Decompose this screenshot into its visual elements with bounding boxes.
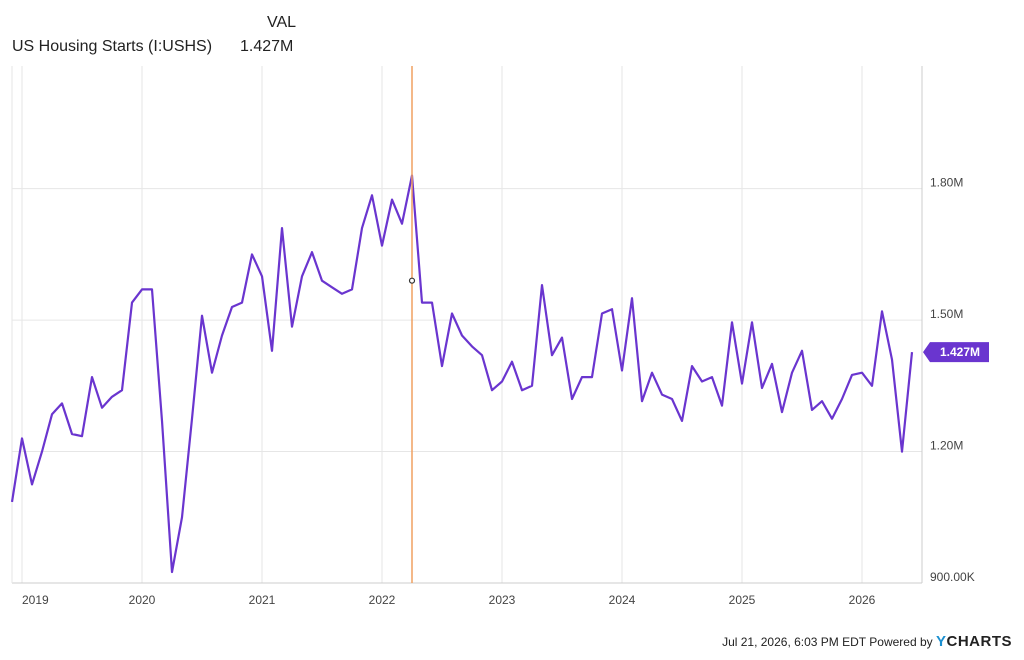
y-tick-label: 1.50M <box>930 307 963 321</box>
last-value-flag <box>923 342 989 363</box>
x-tick-label: 2021 <box>249 593 276 607</box>
footer-powered-by: Powered by <box>869 635 933 649</box>
x-tick-label: 2025 <box>729 593 756 607</box>
x-tick-label: 2020 <box>129 593 156 607</box>
footer-timestamp: Jul 21, 2026, 6:03 PM EDT <box>722 635 866 649</box>
grid-lines <box>12 66 922 583</box>
ycharts-logo[interactable]: YCHARTS <box>936 633 1012 650</box>
tick-labels: 2019 2020 2021 2022 2023 2024 2025 2026 900.00K 1… <box>22 176 989 607</box>
ycharts-logo-mark: Y <box>935 633 947 650</box>
x-tick-label: 2024 <box>609 593 636 607</box>
x-tick-label: 2022 <box>369 593 396 607</box>
footer: Jul 21, 2026, 6:03 PM EDT Powered by YCH… <box>722 633 1012 650</box>
legend-column-header: VAL <box>267 14 297 31</box>
x-tick-label: 2019 <box>22 593 49 607</box>
legend-series-name[interactable]: US Housing Starts (I:USHS) <box>12 38 213 55</box>
series-line[interactable] <box>10 174 914 574</box>
y-tick-label: 1.80M <box>930 176 963 190</box>
x-tick-label: 2023 <box>489 593 516 607</box>
y-tick-label: 1.20M <box>930 439 963 453</box>
cursor-marker <box>408 277 416 284</box>
cursor-layer <box>408 66 416 583</box>
x-tick-label: 2026 <box>849 593 876 607</box>
ycharts-logo-text: CHARTS <box>946 633 1012 650</box>
axes <box>11 66 923 584</box>
series-layer <box>10 174 914 574</box>
y-tick-label: 900.00K <box>930 570 975 584</box>
last-value-label: 1.427M <box>940 345 980 359</box>
legend-series-value: 1.427M <box>240 38 294 55</box>
